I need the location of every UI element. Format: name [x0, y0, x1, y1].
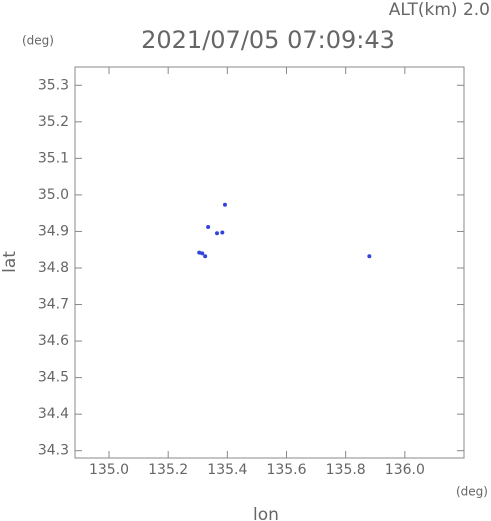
data-point [214, 231, 219, 236]
y-tick-label: 34.4 [38, 406, 69, 422]
data-point [220, 230, 225, 235]
y-unit: (deg) [22, 34, 54, 48]
y-tick-label: 34.3 [38, 443, 69, 459]
data-point [367, 254, 372, 259]
y-tick-label: 34.7 [38, 297, 69, 313]
x-tick-label: 135.2 [148, 462, 188, 478]
x-tick-label: 135.0 [89, 462, 129, 478]
x-tick-label: 135.4 [207, 462, 247, 478]
altitude-label: ALT(km) 2.0 [389, 0, 490, 20]
x-axis-label: lon [253, 505, 279, 521]
x-tick-label: 135.8 [326, 462, 366, 478]
chart-title: 2021/07/05 07:09:43 [141, 26, 395, 54]
y-tick-label: 35.3 [38, 77, 69, 93]
y-tick-label: 35.2 [38, 114, 69, 130]
plot-frame [74, 66, 465, 459]
y-tick-label: 34.8 [38, 260, 69, 276]
x-tick-label: 136.0 [385, 462, 425, 478]
data-point [206, 225, 211, 230]
y-axis-label: lat [0, 251, 20, 273]
y-tick-label: 35.1 [38, 150, 69, 166]
y-tick-label: 35.0 [38, 187, 69, 203]
x-tick-label: 135.6 [266, 462, 306, 478]
y-tick-label: 34.9 [38, 223, 69, 239]
data-point [222, 202, 227, 207]
y-tick-label: 34.5 [38, 370, 69, 386]
y-tick-label: 34.6 [38, 333, 69, 349]
x-unit: (deg) [456, 485, 488, 499]
data-point [200, 251, 205, 256]
data-point [203, 254, 208, 259]
